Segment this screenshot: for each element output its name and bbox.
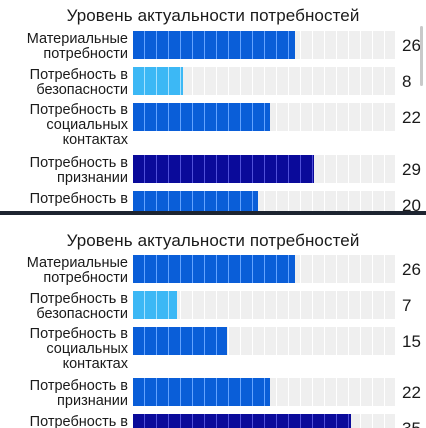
level-bar <box>133 103 270 131</box>
bar-track <box>133 327 395 355</box>
row-value: 15 <box>402 332 421 351</box>
panel-title: Уровень актуальности потребностей <box>66 6 360 25</box>
row-label: Потребность в признании <box>29 378 128 409</box>
row-label: Потребность в <box>29 414 128 428</box>
needs-panel-2: Уровень актуальности потребностей Матери… <box>0 216 426 428</box>
scrollbar-thumb[interactable] <box>420 26 423 86</box>
level-bar <box>133 67 183 95</box>
needs-panel-1: Уровень актуальности потребностей Матери… <box>0 0 426 212</box>
row-label: Потребность в <box>29 191 128 207</box>
panel-divider <box>0 211 426 215</box>
row-label: Потребность в социальных контактах <box>29 102 128 148</box>
row-value: 29 <box>402 160 421 179</box>
level-bar <box>133 378 270 406</box>
row-value: 20 <box>402 196 421 212</box>
bar-track <box>133 291 395 319</box>
level-bar <box>133 327 227 355</box>
row-label: Материальные потребности <box>26 255 128 286</box>
bar-track <box>133 191 395 212</box>
bar-track <box>133 155 395 183</box>
level-bar <box>133 255 295 283</box>
level-bar <box>133 414 351 428</box>
row-label: Материальные потребности <box>26 31 128 62</box>
row-label: Потребность в безопасности <box>29 67 128 98</box>
level-bar <box>133 191 258 212</box>
row-value: 26 <box>402 260 421 279</box>
bar-track <box>133 103 395 131</box>
bar-track <box>133 67 395 95</box>
bar-track <box>133 414 395 428</box>
row-value: 22 <box>402 383 421 402</box>
row-value: 8 <box>402 72 412 91</box>
level-bar <box>133 31 295 59</box>
row-value: 26 <box>402 36 421 55</box>
row-label: Потребность в признании <box>29 155 128 186</box>
row-value: 35 <box>402 419 421 428</box>
panel-title: Уровень актуальности потребностей <box>66 231 360 250</box>
row-label: Потребность в безопасности <box>29 291 128 322</box>
bar-track <box>133 378 395 406</box>
level-bar <box>133 291 177 319</box>
bar-track <box>133 31 395 59</box>
level-bar <box>133 155 314 183</box>
row-value: 7 <box>402 296 412 315</box>
row-value: 22 <box>402 108 421 127</box>
bar-track <box>133 255 395 283</box>
row-label: Потребность в социальных контактах <box>29 326 128 372</box>
